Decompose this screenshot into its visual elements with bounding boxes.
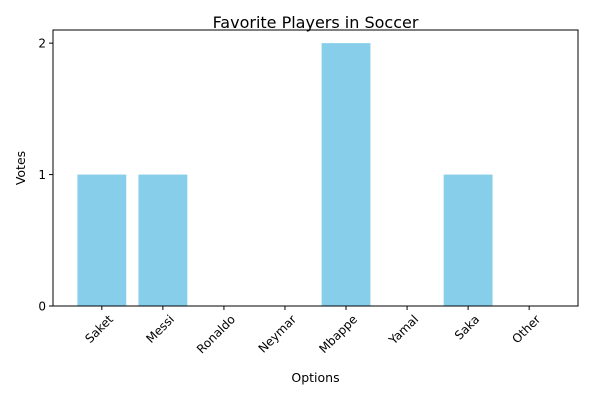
plot-frame (52, 29, 579, 307)
bars-group (77, 43, 493, 307)
x-tick-label: Messi (143, 312, 177, 346)
y-axis-ticks: 0 1 2 (38, 37, 53, 314)
bar-messi (138, 174, 188, 306)
bar-saket (77, 174, 127, 306)
x-tick-label: Other (509, 312, 543, 346)
y-tick-label: 0 (38, 300, 46, 314)
x-tick-label: Ronaldo (194, 312, 238, 356)
bar-mbappe (321, 43, 371, 307)
x-axis-ticks: Saket Messi Ronaldo Neymar Mbappe Yamal Saka Ot… (82, 306, 543, 356)
y-tick-label: 1 (38, 168, 46, 182)
x-tick-label: Mbappe (316, 312, 360, 356)
bar-saka (443, 174, 493, 306)
x-tick-label: Saka (452, 312, 482, 342)
x-axis-label: Options (291, 370, 339, 385)
y-axis-label: Votes (13, 151, 28, 185)
y-tick-label: 2 (38, 37, 46, 51)
chart-title: Favorite Players in Soccer (213, 13, 419, 32)
x-tick-label: Neymar (256, 312, 299, 355)
x-tick-label: Saket (82, 312, 116, 346)
x-tick-label: Yamal (386, 312, 422, 348)
